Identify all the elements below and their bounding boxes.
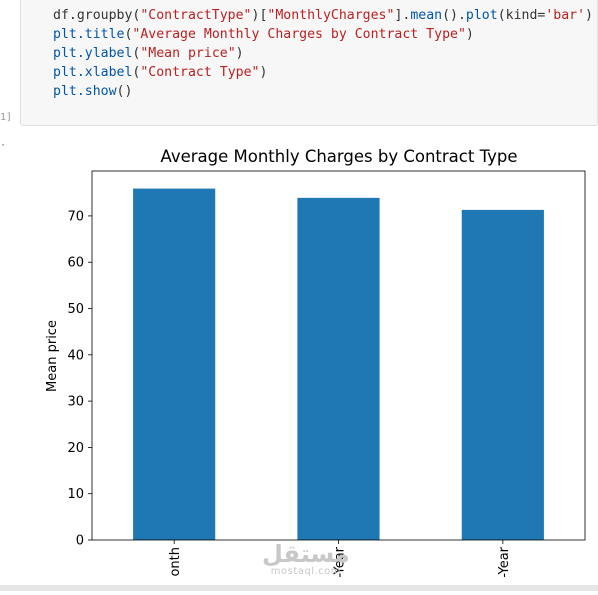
code-token: ]. [394,8,411,23]
code-cell-input[interactable]: df.groupby("ContractType")["MonthlyCharg… [20,0,598,126]
y-tick-label-6: 60 [67,256,84,271]
code-line: plt.ylabel("Mean price") [53,44,593,63]
bar-1 [297,197,380,540]
code-token: plt. [53,46,85,61]
bar-chart: Average Monthly Charges by Contract Type… [45,147,586,578]
bar-0 [133,188,216,540]
code-token: 'bar' [545,8,586,23]
x-tick-label-0: onth [168,547,183,577]
code-token: xlabel [84,65,133,80]
code-token: show [84,84,117,99]
code-token: "MonthlyCharges" [267,8,395,23]
y-tick-label-0: 0 [76,534,84,549]
code-token: ) [465,27,474,42]
y-tick-label-2: 20 [67,441,84,456]
watermark-logo: مستقل mostaql.com [262,542,350,577]
code-token: "ContractType" [140,8,252,23]
code-line: plt.show() [53,82,593,101]
code-token: df.groupby( [53,8,141,23]
watermark-latin: mostaql.com [270,566,342,577]
code-token: () [116,84,133,99]
code-token: ) [259,65,268,80]
code-token: mean [410,8,443,23]
plot-frame [91,170,586,541]
y-tick-label-1: 10 [67,487,84,502]
watermark-arabic: مستقل [262,540,350,568]
code-token: "Mean price" [140,46,236,61]
code-token: ylabel [84,46,133,61]
code-editor[interactable]: df.groupby("ContractType")["MonthlyCharg… [53,6,593,101]
horizontal-scrollbar[interactable] [0,585,598,591]
code-token: "Contract Type" [140,65,260,80]
code-token: plot [465,8,498,23]
code-token: ) [235,46,244,61]
code-token: ( [124,27,133,42]
code-token: plt. [53,27,85,42]
code-line: plt.title("Average Monthly Charges by Co… [53,25,593,44]
code-token: (kind= [497,8,546,23]
y-tick-label-7: 70 [67,209,84,224]
y-axis-label: Mean price [45,320,60,392]
code-token: plt. [53,65,85,80]
code-token: "Average Monthly Charges by Contract Typ… [132,27,466,42]
y-tick-label-3: 30 [67,395,84,410]
code-token: )[ [251,8,268,23]
cell-prompt: 1] [0,112,13,123]
code-token: (). [442,8,466,23]
code-token: ( [132,65,141,80]
x-tick-label-1: -Year [333,546,348,577]
code-line: plt.xlabel("Contract Type") [53,63,593,82]
y-tick-label-5: 50 [67,302,84,317]
x-tick-label-2: -Year [497,546,512,577]
code-token: ( [132,46,141,61]
code-token: title [84,27,125,42]
chart-output: Average Monthly Charges by Contract Type… [0,130,598,591]
code-token: ) [585,8,593,23]
code-line: df.groupby("ContractType")["MonthlyCharg… [53,6,593,25]
output-marker: · [0,140,7,151]
y-tick-label-4: 40 [67,348,84,363]
bar-2 [461,209,544,540]
chart-title: Average Monthly Charges by Contract Type [161,147,518,166]
code-token: plt. [53,84,85,99]
